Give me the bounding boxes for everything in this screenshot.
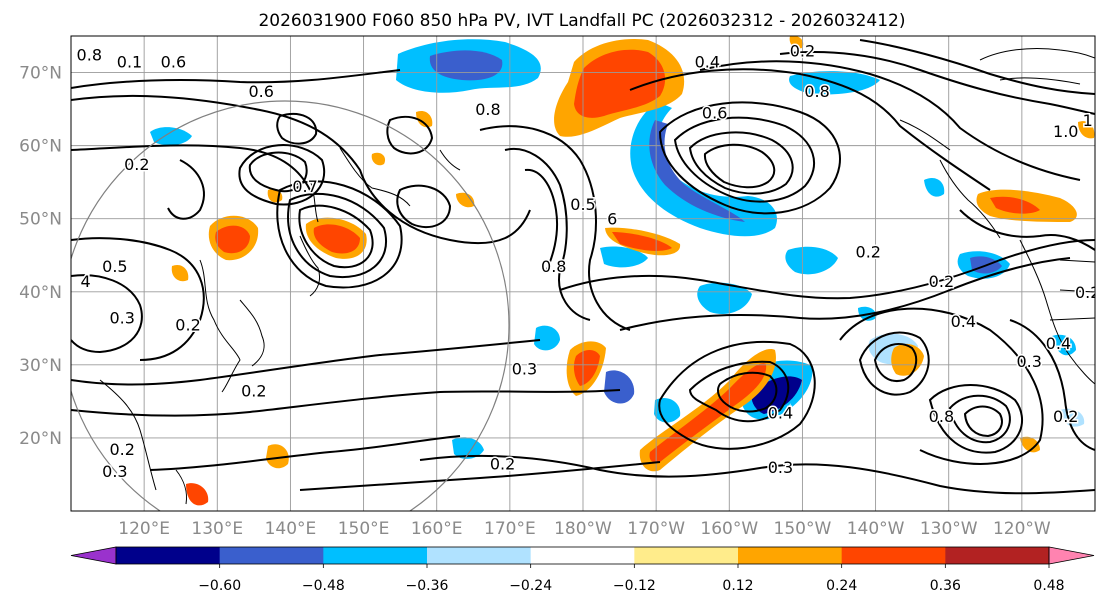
contour-label: 0.3: [1016, 352, 1041, 371]
range-circle: [71, 100, 510, 511]
colorbar-bin: [738, 547, 843, 564]
contour-label: 0.3: [102, 462, 127, 481]
contour-label: 0.2: [1053, 407, 1078, 426]
lon-tick-label: 130°E: [191, 519, 243, 539]
lon-tick-label: 160°E: [411, 519, 463, 539]
lon-tick-label: 130°W: [920, 519, 978, 539]
contour-label: 0.1: [117, 53, 142, 72]
contour-label: 6: [607, 210, 617, 229]
contour-label: 0.4: [695, 53, 720, 72]
contour-label: 0.8: [77, 45, 102, 64]
colorbar-bin: [427, 547, 532, 564]
contour-label: 0.6: [248, 82, 273, 101]
contour-label: 4: [81, 272, 91, 291]
map-frame: [70, 35, 1096, 512]
lon-tick-label: 150°E: [338, 519, 390, 539]
colorbar-tick-label: 0.36: [930, 578, 961, 594]
contour-label: 0.2: [790, 42, 815, 61]
colorbar-tick-label: 0.24: [826, 578, 857, 594]
colorbar-frame: [115, 546, 1050, 565]
colorbar-bin: [219, 547, 324, 564]
colorbar-underflow: [70, 546, 117, 565]
contour-label: 0.5: [102, 257, 127, 276]
colorbar-bin: [323, 547, 428, 564]
contour-label: 0.2: [929, 272, 954, 291]
colorbar-bin: [116, 547, 221, 564]
colorbar-overflow: [1048, 546, 1095, 565]
lon-tick-label: 170°E: [484, 519, 536, 539]
contour-label: 0.6: [702, 104, 727, 123]
lat-tick-label: 40°N: [19, 283, 62, 303]
colorbar-tick-label: −0.48: [302, 578, 345, 594]
lon-tick-label: 150°W: [774, 519, 832, 539]
colorbar-tick-label: −0.36: [406, 578, 449, 594]
contour-label: 0.7: [292, 177, 317, 196]
contour-label: 0.2: [109, 440, 134, 459]
contour-label: 0.4: [951, 312, 976, 331]
contour-label: 0.4: [768, 403, 793, 422]
lon-tick-label: 140°E: [265, 519, 317, 539]
lon-tick-label: 120°E: [118, 519, 170, 539]
latitude-labels: 70°N 60°N 50°N 40°N 30°N 20°N: [19, 64, 62, 449]
contour-label: 0.2: [856, 243, 881, 262]
contour-label: 0.6: [161, 53, 186, 72]
colorbar-bin: [841, 547, 946, 564]
colorbar-tick-label: −0.24: [509, 578, 552, 594]
contour-label: 0.5: [570, 195, 595, 214]
contour-label: 0.2: [241, 381, 266, 400]
lat-tick-label: 70°N: [19, 64, 62, 84]
contour-label: 0.3: [109, 308, 134, 327]
contour-label: 1: [1083, 111, 1093, 130]
longitude-labels: 120°E 130°E 140°E 150°E 160°E 170°E 180°W 170°W…: [118, 519, 1051, 539]
contour-label: 0.3: [768, 458, 793, 477]
colorbar-tick-label: −0.60: [198, 578, 241, 594]
gridlines: [71, 36, 1095, 511]
lat-tick-label: 30°N: [19, 356, 62, 376]
lat-tick-label: 50°N: [19, 210, 62, 230]
lon-tick-label: 180°W: [554, 519, 612, 539]
colorbar-tick-label: 0.12: [722, 578, 753, 594]
contour-label: 0.2: [175, 316, 200, 335]
coastlines: [99, 48, 1095, 505]
contour-label: 0.4: [1046, 334, 1071, 353]
figure-title: 2026031900 F060 850 hPa PV, IVT Landfall…: [258, 11, 905, 31]
pv-contours: [71, 39, 1095, 495]
lon-tick-label: 140°W: [847, 519, 905, 539]
contour-label: 1.0: [1053, 122, 1078, 141]
contour-label: 0.8: [541, 257, 566, 276]
colorbar-bin: [945, 547, 1050, 564]
contour-label: 0.8: [475, 100, 500, 119]
colorbar-tick-label: 0.48: [1033, 578, 1064, 594]
contour-label: 0.3: [512, 360, 537, 379]
contour-label: 0.2: [1075, 283, 1100, 302]
contour-label: 0.2: [124, 155, 149, 174]
colorbar: −0.60 −0.48 −0.36 −0.24 −0.12 0.12 0.24 0.36 0.4…: [70, 546, 1095, 594]
lat-tick-label: 20°N: [19, 429, 62, 449]
lon-tick-label: 160°W: [700, 519, 758, 539]
map-panel: 0.8 0.1 0.6 0.6 0.2 0.7 0.5 4 0.3 0.2 0.2 0.2 0.3 0.2…: [70, 35, 1100, 512]
contour-labels: 0.8 0.1 0.6 0.6 0.2 0.7 0.5 4 0.3 0.2 0.2 0.2 0.3 0.2…: [75, 40, 1100, 482]
lon-tick-label: 170°W: [627, 519, 685, 539]
lon-tick-label: 120°W: [993, 519, 1051, 539]
lat-tick-label: 60°N: [19, 137, 62, 157]
colorbar-bin: [634, 547, 739, 564]
colorbar-tick-label: −0.12: [613, 578, 656, 594]
contour-label: 0.8: [804, 82, 829, 101]
colorbar-bin: [530, 547, 635, 564]
contour-label: 0.2: [490, 455, 515, 474]
contour-label: 0.8: [929, 407, 954, 426]
